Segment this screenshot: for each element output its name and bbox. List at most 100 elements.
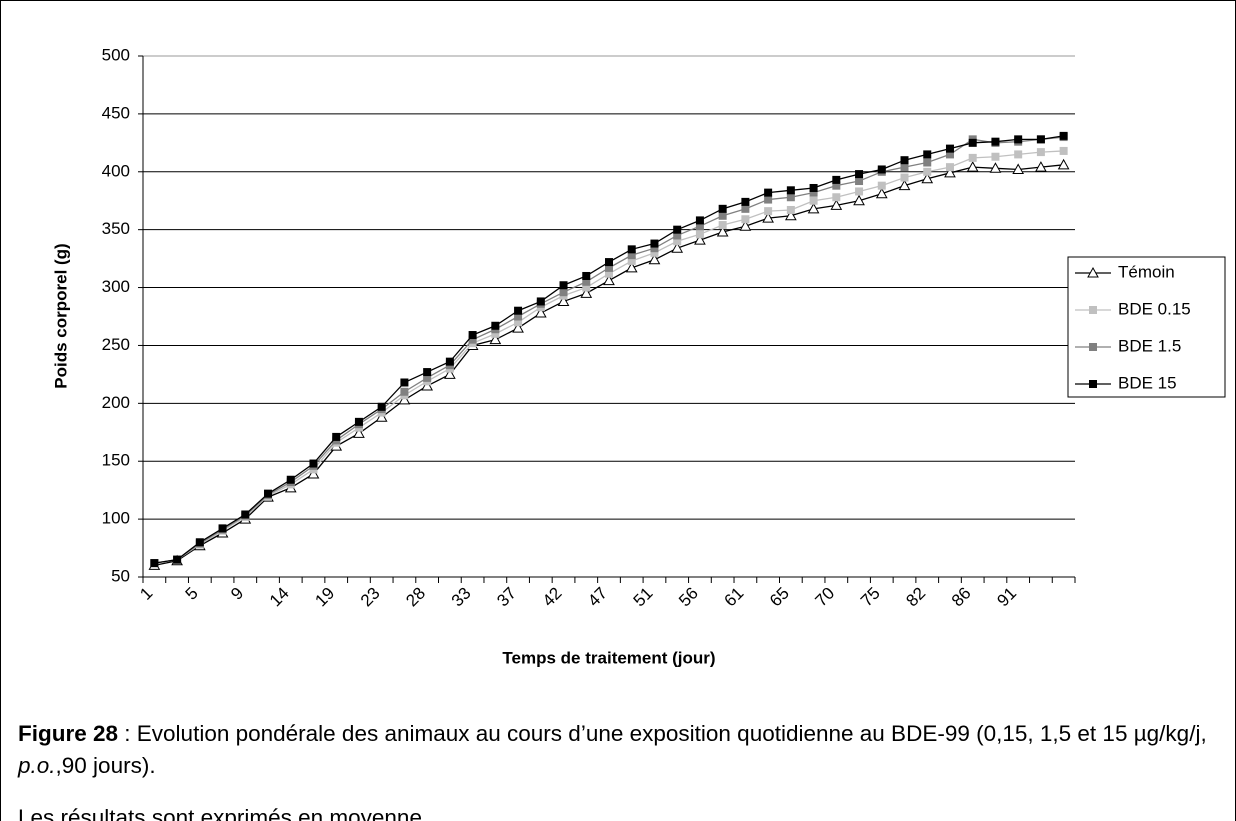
marker <box>945 144 954 153</box>
marker <box>855 170 864 179</box>
x-axis-label: Temps de traitement (jour) <box>502 648 715 667</box>
x-tick-label: 28 <box>402 584 429 611</box>
marker <box>786 193 795 202</box>
marker <box>855 187 864 196</box>
marker <box>991 137 1000 146</box>
marker <box>514 318 523 327</box>
y-tick-label: 250 <box>102 335 130 354</box>
y-tick-label: 100 <box>102 509 130 528</box>
marker <box>875 187 888 199</box>
legend-box <box>1067 256 1226 398</box>
marker <box>785 209 797 221</box>
marker <box>489 333 502 345</box>
x-tick-label: 14 <box>266 584 293 611</box>
x-tick-label: 65 <box>766 584 793 611</box>
x-tick-label: 42 <box>539 584 566 611</box>
marker <box>764 188 773 197</box>
marker <box>741 197 750 206</box>
marker <box>264 489 273 498</box>
marker <box>739 220 752 231</box>
marker <box>832 175 841 184</box>
marker <box>582 277 591 286</box>
marker <box>855 177 864 186</box>
y-tick-label: 350 <box>102 219 130 238</box>
marker <box>762 212 774 223</box>
series-line <box>154 135 1064 564</box>
caption-text: : Evolution pondérale des animaux au cou… <box>118 721 1207 746</box>
y-tick-label: 500 <box>102 45 130 64</box>
marker <box>694 234 706 245</box>
marker <box>605 263 613 272</box>
marker <box>809 188 818 197</box>
x-tick-label: 70 <box>812 584 839 611</box>
series-line <box>154 150 1064 564</box>
marker <box>832 193 841 202</box>
marker <box>673 237 682 246</box>
marker <box>1036 135 1045 144</box>
marker <box>1057 158 1070 170</box>
x-tick-label: 91 <box>993 584 1020 611</box>
caption-text: ,90 jours). <box>55 753 156 778</box>
marker <box>877 181 886 190</box>
marker <box>741 215 750 224</box>
marker <box>832 181 841 190</box>
marker <box>1059 146 1068 155</box>
x-tick-label: 5 <box>182 584 202 604</box>
marker <box>673 225 682 234</box>
marker <box>1035 161 1047 172</box>
marker <box>716 225 729 237</box>
x-tick-label: 51 <box>630 584 657 611</box>
marker <box>1012 163 1025 174</box>
marker <box>968 138 977 147</box>
marker <box>968 153 977 162</box>
marker <box>582 271 591 280</box>
series-line <box>154 136 1064 564</box>
marker <box>650 248 659 257</box>
marker <box>650 244 659 253</box>
x-tick-label: 9 <box>227 584 247 604</box>
marker <box>900 173 909 182</box>
y-tick-label: 200 <box>102 393 130 412</box>
legend-label: Témoin <box>1118 262 1175 281</box>
marker <box>445 357 454 366</box>
marker <box>241 510 250 519</box>
marker <box>286 475 295 484</box>
marker <box>353 427 365 438</box>
legend-marker <box>1089 343 1097 351</box>
x-tick-label: 19 <box>311 584 338 611</box>
marker <box>900 156 909 165</box>
note: Les résultats sont exprimés en moyenne. <box>18 805 429 821</box>
marker <box>764 195 773 204</box>
marker <box>514 306 523 315</box>
marker <box>375 411 388 422</box>
marker <box>991 152 1000 161</box>
marker <box>921 172 934 184</box>
marker <box>1014 150 1023 159</box>
marker <box>786 205 795 214</box>
marker <box>377 402 386 411</box>
marker <box>514 312 523 321</box>
marker <box>923 150 932 159</box>
marker <box>945 150 954 159</box>
marker <box>173 555 182 564</box>
x-tick-label: 61 <box>721 584 748 611</box>
y-tick-label: 50 <box>111 566 130 585</box>
marker <box>491 329 500 338</box>
marker <box>332 432 341 441</box>
marker <box>1036 148 1045 157</box>
x-tick-label: 86 <box>948 584 975 611</box>
marker <box>627 245 636 254</box>
x-tick-label: 1 <box>136 584 156 604</box>
marker <box>534 306 547 318</box>
legend-label: BDE 1.5 <box>1118 336 1181 355</box>
legend-label: BDE 15 <box>1118 373 1177 392</box>
marker <box>307 467 320 479</box>
marker <box>627 251 636 260</box>
marker <box>695 230 704 239</box>
x-tick-label: 37 <box>493 584 520 611</box>
marker <box>398 393 411 405</box>
marker <box>627 256 636 265</box>
marker <box>718 204 727 213</box>
